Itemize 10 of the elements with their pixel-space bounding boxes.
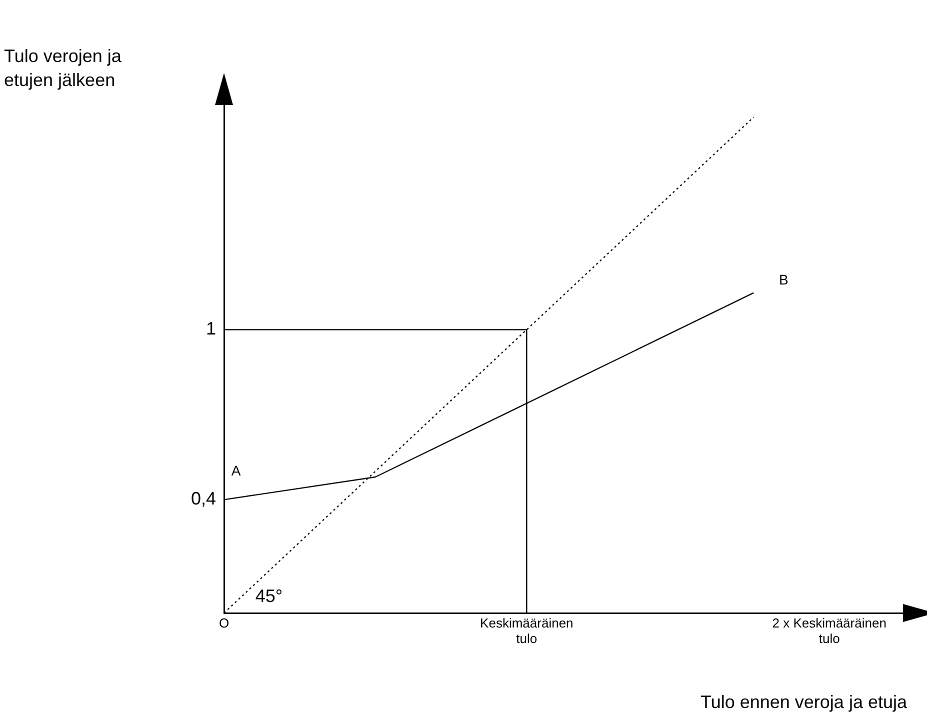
y-tick-label: 0,4 bbox=[190, 488, 216, 509]
y-axis-title: Tulo verojen ja etujen jälkeen bbox=[4, 45, 122, 92]
y-tick-label: 1 bbox=[206, 318, 216, 339]
x-tick-label: O bbox=[218, 615, 230, 630]
x-axis-title: Tulo ennen veroja ja etuja bbox=[700, 691, 907, 714]
annotation: B bbox=[778, 272, 788, 288]
x-tick-label: 2 x Keskimääräinen tulo bbox=[772, 615, 886, 646]
annotation: A bbox=[231, 462, 242, 479]
annotation: 45° bbox=[255, 586, 283, 606]
x-tick-label: Keskimääräinen tulo bbox=[480, 615, 574, 646]
